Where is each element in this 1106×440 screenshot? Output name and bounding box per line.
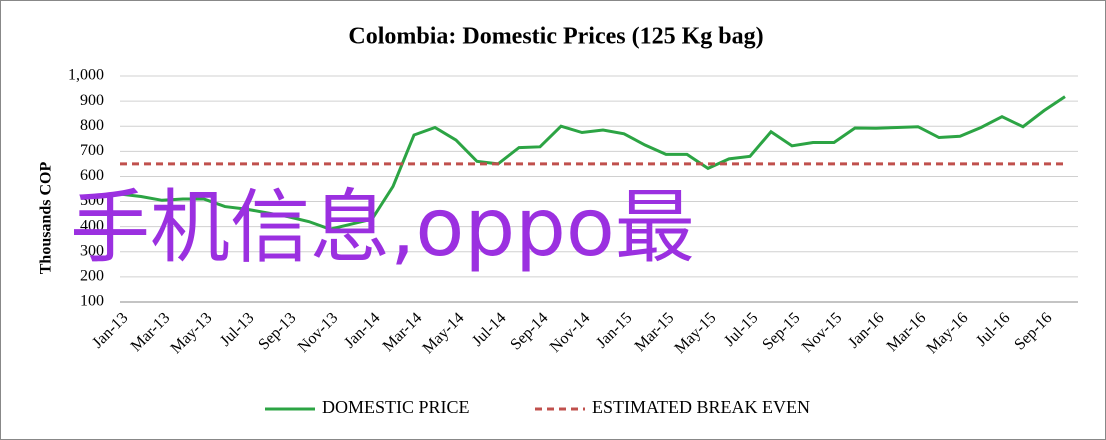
y-tick-label: 800 bbox=[80, 117, 104, 134]
series-line bbox=[119, 95, 1066, 231]
y-tick-label: 900 bbox=[80, 92, 104, 109]
legend-label: DOMESTIC PRICE bbox=[322, 397, 470, 417]
chart-title: Colombia: Domestic Prices (125 Kg bag) bbox=[348, 24, 763, 50]
y-tick-label: 100 bbox=[80, 293, 104, 310]
legend-label: ESTIMATED BREAK EVEN bbox=[592, 397, 810, 417]
y-tick-label: 200 bbox=[80, 268, 104, 285]
y-tick-label: 300 bbox=[80, 242, 104, 259]
y-tick-label: 700 bbox=[80, 142, 104, 159]
y-tick-label: 400 bbox=[80, 217, 104, 234]
y-tick-label: 1,000 bbox=[68, 67, 104, 84]
y-axis-label: Thousands COP bbox=[38, 162, 55, 275]
overlay-text: 手机信息,oppo最 bbox=[70, 181, 695, 274]
y-tick-label: 600 bbox=[80, 167, 104, 184]
y-tick-label: 500 bbox=[80, 192, 104, 209]
